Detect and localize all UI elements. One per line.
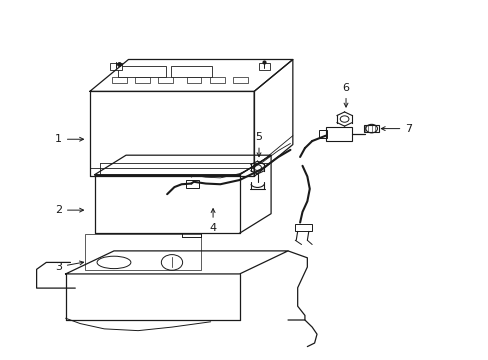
Bar bbox=[85, 234, 201, 270]
Bar bbox=[186, 77, 201, 84]
Bar bbox=[210, 77, 224, 84]
Text: 3: 3 bbox=[55, 261, 83, 272]
Text: 7: 7 bbox=[381, 123, 411, 134]
Bar bbox=[186, 180, 198, 188]
Bar bbox=[325, 127, 351, 141]
Text: 1: 1 bbox=[55, 134, 83, 144]
Bar bbox=[135, 77, 149, 84]
Text: 4: 4 bbox=[209, 209, 216, 233]
Bar bbox=[158, 77, 173, 84]
Text: 2: 2 bbox=[55, 205, 83, 215]
Bar bbox=[364, 125, 378, 132]
Bar bbox=[259, 63, 269, 70]
Text: 5: 5 bbox=[255, 132, 262, 157]
Text: 6: 6 bbox=[342, 83, 349, 107]
Bar bbox=[295, 224, 311, 231]
Bar bbox=[110, 63, 122, 70]
Bar bbox=[319, 130, 326, 138]
Bar bbox=[233, 77, 247, 84]
Bar bbox=[112, 77, 126, 84]
Bar bbox=[171, 66, 212, 77]
Bar bbox=[118, 66, 166, 77]
